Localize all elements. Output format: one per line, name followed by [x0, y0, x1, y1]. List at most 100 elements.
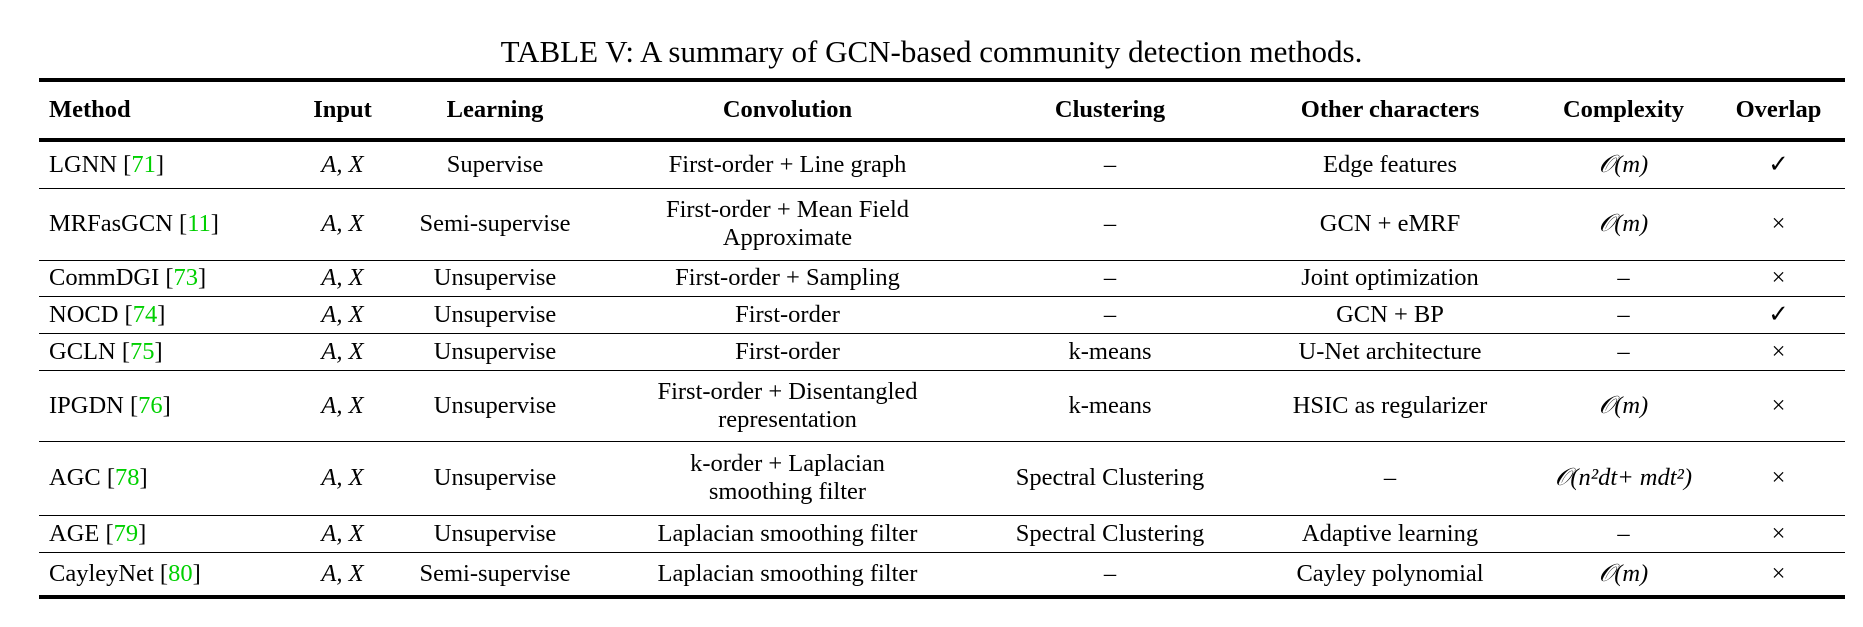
table-row: GCLN [75] A, X Unsupervise First-order k-mea…	[39, 333, 1845, 371]
method-cell: NOCD [74]	[39, 296, 295, 334]
citation-link[interactable]: 78	[115, 464, 140, 491]
clustering-cell: –	[975, 296, 1245, 334]
overlap-cell: ×	[1712, 333, 1845, 371]
citation-link[interactable]: 79	[113, 519, 139, 547]
header-clustering: Clustering	[975, 80, 1245, 142]
convolution-text: k-order + Laplacian smoothing filter	[690, 450, 885, 505]
citation-link[interactable]: 71	[131, 150, 156, 178]
learning-cell: Supervise	[390, 140, 600, 189]
overlap-cell: ×	[1771, 559, 1786, 587]
citation-link[interactable]: 75	[130, 337, 155, 365]
convolution-cell: First-order + Disentangled representatio…	[600, 370, 975, 442]
clustering-cell: Spectral Clustering	[975, 441, 1245, 516]
header-complexity: Complexity	[1535, 80, 1712, 142]
convolution-text: First-order	[735, 337, 840, 365]
complexity-text: 𝒪(n²dt+ mdt²)	[1554, 464, 1693, 491]
header-method: Method	[39, 80, 295, 142]
method-name: LGNN	[49, 150, 118, 178]
input-cell: A, X	[295, 441, 390, 516]
citation-link[interactable]: 76	[138, 391, 163, 419]
citation-link[interactable]: 11	[187, 210, 211, 237]
convolution-cell: First-order	[600, 333, 975, 371]
convolution-text: First-order + Disentangled representatio…	[657, 377, 918, 433]
input-cell: A, X	[295, 140, 390, 189]
table-row: IPGDN [76] A, X Unsupervise First-order + D…	[39, 370, 1845, 442]
convolution-cell: First-order + Line graph	[600, 140, 975, 189]
learning-cell: Unsupervise	[390, 296, 600, 334]
table-row: CommDGI [73] A, X Unsupervise First-order +…	[39, 260, 1845, 297]
complexity-text: 𝒪(m)	[1598, 391, 1649, 419]
convolution-cell: First-order + Sampling	[600, 260, 975, 297]
convolution-text: First-order	[735, 300, 840, 328]
learning-cell: Semi-supervise	[419, 559, 571, 587]
input-cell: A, X	[295, 296, 390, 334]
method-cell: AGE [79]	[39, 515, 295, 553]
convolution-text: Laplacian smoothing filter	[657, 519, 918, 547]
overlap-cell: ✓	[1712, 296, 1845, 334]
input-cell: A, X	[295, 515, 390, 553]
table-row: CayleyNet [80] A, X Semi-supervise Laplacia…	[39, 552, 1845, 597]
table-row: NOCD [74] A, X Unsupervise First-order – GCN …	[39, 296, 1845, 334]
citation-link[interactable]: 73	[173, 264, 199, 291]
complexity-cell: 𝒪(m)	[1535, 140, 1712, 189]
complexity-cell: –	[1535, 296, 1712, 334]
method-cell: CommDGI [73]	[39, 260, 295, 297]
clustering-cell: –	[1103, 559, 1117, 587]
convolution-text: First-order + Mean Field Approximate	[665, 196, 910, 251]
learning-cell: Semi-supervise	[390, 188, 600, 261]
overlap-cell: ×	[1712, 515, 1845, 553]
method-name: CommDGI	[49, 264, 160, 291]
convolution-cell: Laplacian smoothing filter	[600, 515, 975, 553]
table-row: AGE [79] A, X Unsupervise Laplacian smoothi…	[39, 515, 1845, 553]
table-row: LGNN [71] A, X Supervise First-order + Line…	[39, 140, 1845, 189]
overlap-cell: ×	[1712, 188, 1845, 261]
other-characters-cell: GCN + BP	[1245, 296, 1535, 334]
clustering-cell: k-means	[975, 333, 1245, 371]
summary-table: Method Input Learning Convolution Cluste…	[39, 78, 1845, 599]
method-cell: MRFasGCN [11]	[39, 188, 295, 261]
complexity-cell: 𝒪(m)	[1535, 370, 1712, 442]
citation-link[interactable]: 74	[132, 300, 158, 328]
convolution-text: First-order + Sampling	[675, 264, 900, 291]
table-row: AGC [78] A, X Unsupervise k-order + Laplaci…	[39, 441, 1845, 516]
complexity-text: –	[1617, 337, 1630, 365]
input-cell: A, X	[295, 260, 390, 297]
convolution-cell: First-order + Mean Field Approximate	[600, 188, 975, 261]
header-learning: Learning	[390, 80, 600, 142]
method-name: AGE	[49, 519, 100, 547]
complexity-cell: 𝒪(n²dt+ mdt²)	[1535, 441, 1712, 516]
learning-cell: Unsupervise	[390, 515, 600, 553]
overlap-cell: ✓	[1712, 140, 1845, 189]
clustering-cell: k-means	[975, 370, 1245, 442]
method-name: CayleyNet	[49, 559, 154, 587]
other-characters-cell: –	[1245, 441, 1535, 516]
complexity-text: 𝒪(m)	[1598, 559, 1649, 587]
overlap-cell: ×	[1712, 260, 1845, 297]
input-cell: A, X	[321, 559, 364, 587]
other-characters-cell: Adaptive learning	[1245, 515, 1535, 553]
table-row: MRFasGCN [11] A, X Semi-supervise First-ord…	[39, 188, 1845, 261]
convolution-text: First-order + Line graph	[668, 150, 907, 178]
complexity-text: –	[1617, 519, 1630, 547]
convolution-cell: k-order + Laplacian smoothing filter	[600, 441, 975, 516]
method-name: IPGDN	[49, 391, 124, 419]
input-cell: A, X	[295, 370, 390, 442]
method-name: AGC	[49, 464, 101, 491]
complexity-cell: –	[1535, 260, 1712, 297]
method-name: GCLN	[49, 337, 116, 365]
citation-link[interactable]: 80	[168, 559, 193, 587]
clustering-cell: –	[975, 140, 1245, 189]
clustering-cell: Spectral Clustering	[975, 515, 1245, 553]
method-name: NOCD	[49, 300, 119, 328]
table-caption: TABLE V: A summary of GCN-based communit…	[500, 34, 1363, 69]
convolution-cell: Laplacian smoothing filter	[600, 552, 975, 597]
overlap-cell: ×	[1712, 370, 1845, 442]
learning-cell: Unsupervise	[390, 370, 600, 442]
learning-cell: Unsupervise	[390, 260, 600, 297]
complexity-text: –	[1617, 300, 1630, 328]
other-characters-cell: Cayley polynomial	[1296, 559, 1484, 587]
complexity-cell: –	[1535, 333, 1712, 371]
learning-cell: Unsupervise	[390, 333, 600, 371]
other-characters-cell: HSIC as regularizer	[1245, 370, 1535, 442]
method-cell: GCLN [75]	[39, 333, 295, 371]
